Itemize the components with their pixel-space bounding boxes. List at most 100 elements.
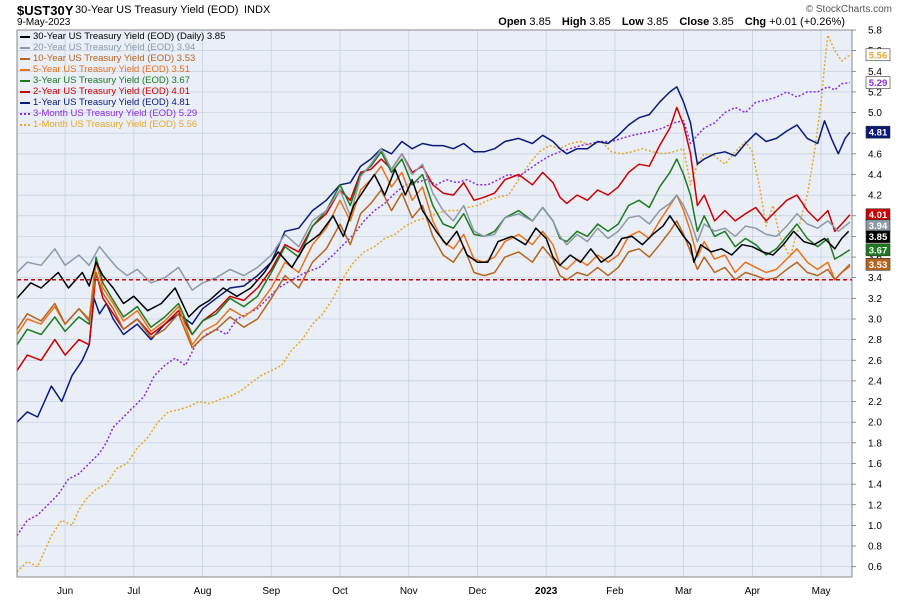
value-flag-text: 5.29	[869, 78, 888, 89]
exchange-label: INDX	[244, 4, 271, 16]
value-flag-box	[865, 76, 891, 89]
plot-background	[17, 30, 852, 577]
value-flag-text: 4.01	[869, 210, 888, 221]
series-line	[16, 81, 850, 537]
series-line	[16, 151, 851, 346]
legend-item: 10-Year US Treasury Yield (EOD) 3.53	[20, 53, 225, 64]
value-flag-text: 4.81	[869, 128, 888, 139]
legend-label: 10-Year US Treasury Yield (EOD) 3.53	[33, 53, 196, 64]
legend-swatch	[20, 123, 30, 126]
series-line	[16, 106, 851, 372]
x-tick-label: May	[812, 586, 831, 597]
x-tick-label: Apr	[745, 586, 761, 597]
low-value: 3.85	[646, 16, 669, 28]
series-line	[16, 168, 850, 318]
y-tick-label: 2.2	[868, 397, 882, 408]
x-tick-label: Sep	[262, 586, 280, 597]
grid	[17, 29, 852, 577]
x-axis: Jun Jul Aug Sep Oct Nov Dec 2023 Feb Mar Apr May	[57, 586, 830, 597]
x-tick-label: Jul	[127, 586, 140, 597]
legend-swatch	[20, 46, 30, 49]
legend-item: 3-Month US Treasury Yield (EOD) 5.29	[20, 108, 225, 119]
legend-label: 30-Year US Treasury Yield (EOD) (Daily) …	[33, 31, 226, 42]
symbol-label[interactable]: $UST30Y	[17, 3, 74, 18]
value-flag-text: 5.56	[869, 50, 888, 61]
series-line	[16, 86, 851, 423]
legend-swatch	[20, 90, 30, 93]
value-flag-text: 3.53	[869, 260, 888, 271]
low-label: Low	[621, 16, 644, 28]
value-flag-text: 3.85	[869, 232, 888, 243]
value-flags: 5.56 5.29 4.81 4.013.943.85 3.67 3.53	[865, 48, 891, 271]
x-tick-label: Oct	[332, 586, 348, 597]
open-label: Open	[498, 16, 527, 28]
value-flag-box	[865, 48, 891, 62]
value-flag-box	[865, 125, 891, 139]
chg-value: +0.01 (+0.26%)	[769, 16, 845, 28]
x-tick-label: Feb	[606, 586, 624, 597]
value-flag-box	[865, 230, 891, 244]
legend-item: 3-Year US Treasury Yield (EOD) 3.67	[20, 75, 225, 86]
chart-header: $UST30Y 30-Year US Treasury Yield (EOD) …	[0, 0, 900, 30]
legend-label: 5-Year US Treasury Yield (EOD) 3.51	[33, 64, 190, 75]
value-flag-box	[865, 243, 891, 257]
legend-label: 2-Year US Treasury Yield (EOD) 4.01	[33, 86, 190, 97]
x-tick-label: 2023	[535, 586, 558, 597]
date-label: 9-May-2023	[17, 17, 71, 28]
ohlc-readout: Open 3.85 High 3.85 Low 3.85 Close 3.85 Chg +…	[490, 16, 845, 28]
legend-label: 3-Month US Treasury Yield (EOD) 5.29	[33, 108, 198, 119]
legend-label: 1-Month US Treasury Yield (EOD) 5.56	[33, 119, 198, 130]
y-tick-label: 1.0	[868, 521, 882, 532]
y-tick-label: 1.4	[868, 480, 882, 491]
legend-item: 1-Year US Treasury Yield (EOD) 4.81	[20, 97, 225, 108]
y-tick-label: 2.6	[868, 356, 882, 367]
y-tick-label: 1.8	[868, 438, 882, 449]
legend-swatch	[20, 35, 30, 38]
series-description: 30-Year US Treasury Yield (EOD)	[75, 4, 239, 16]
high-value: 3.85	[589, 16, 611, 28]
x-tick-label: Mar	[675, 586, 693, 597]
close-value: 3.85	[712, 16, 734, 28]
y-tick-label: 5.4	[868, 67, 882, 78]
legend-swatch	[20, 112, 30, 115]
legend-item: 1-Month US Treasury Yield (EOD) 5.56	[20, 119, 225, 130]
legend-label: 1-Year US Treasury Yield (EOD) 4.81	[33, 97, 190, 108]
series-line	[16, 147, 851, 291]
legend-item: 30-Year US Treasury Yield (EOD) (Daily) …	[20, 31, 225, 42]
y-tick-label: 5.8	[868, 26, 882, 37]
x-tick-label: Aug	[194, 586, 212, 597]
y-tick-label: 4.4	[868, 170, 882, 181]
legend: 30-Year US Treasury Yield (EOD) (Daily) …	[20, 31, 225, 130]
legend-swatch	[20, 68, 30, 71]
y-tick-label: 3.0	[868, 314, 882, 325]
y-tick-label: 4.6	[868, 149, 882, 160]
credit-label[interactable]: © StockCharts.com	[805, 4, 892, 15]
legend-label: 3-Year US Treasury Yield (EOD) 3.67	[33, 75, 190, 86]
y-tick-label: 3.4	[868, 273, 882, 284]
y-tick-label: 5.0	[868, 108, 882, 119]
series-line	[16, 189, 851, 349]
plot-border	[16, 29, 853, 578]
x-tick-label: Jun	[57, 586, 73, 597]
y-tick-label: 2.4	[868, 376, 882, 387]
chg-label: Chg	[744, 16, 767, 28]
y-tick-label: 3.2	[868, 294, 882, 305]
legend-item: 20-Year US Treasury Yield (EOD) 3.94	[20, 42, 225, 53]
series-line	[16, 34, 851, 573]
close-label: Close	[679, 16, 710, 28]
series-layer	[16, 34, 851, 573]
y-tick-label: 1.2	[868, 500, 882, 511]
high-label: High	[561, 16, 587, 28]
y-tick-label: 5.2	[868, 87, 882, 98]
open-value: 3.85	[529, 16, 551, 28]
y-tick-label: 2.8	[868, 335, 882, 346]
legend-swatch	[20, 79, 30, 82]
y-tick-label: 4.2	[868, 191, 882, 202]
legend-item: 2-Year US Treasury Yield (EOD) 4.01	[20, 86, 225, 97]
x-tick-label: Nov	[400, 586, 418, 597]
y-axis: 0.6 0.8 1.0 1.2 1.4 1.6 1.8 2.0 2.2 2.4 2.6 2.8 3.0 3…	[852, 26, 882, 573]
legend-item: 5-Year US Treasury Yield (EOD) 3.51	[20, 64, 225, 75]
value-flag-text: 3.94	[869, 221, 888, 232]
y-tick-label: 2.0	[868, 418, 882, 429]
